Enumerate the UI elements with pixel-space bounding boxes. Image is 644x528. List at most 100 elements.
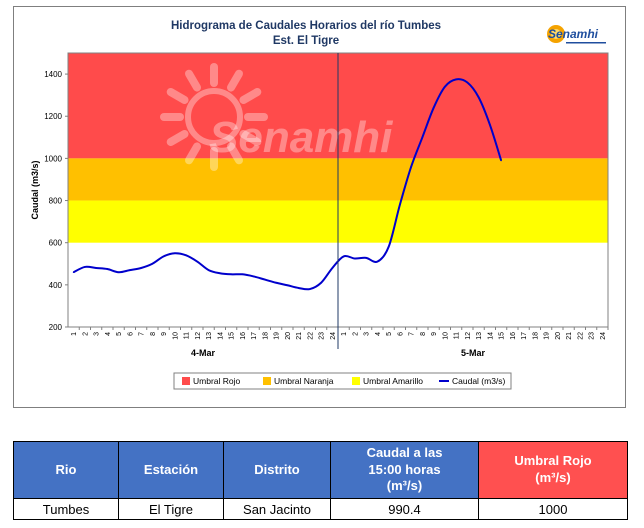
data-point xyxy=(252,275,255,278)
header-rio: Rio xyxy=(13,441,119,499)
x-tick-label: 16 xyxy=(240,332,247,340)
x-tick-label: 8 xyxy=(420,332,427,336)
x-tick-label: 22 xyxy=(577,332,584,340)
table-row: Tumbes El Tigre San Jacinto 990.4 1000 xyxy=(13,498,628,520)
legend: Umbral Rojo Umbral Naranja Umbral Amarillo… xyxy=(173,372,512,390)
x-tick-label: 2 xyxy=(82,332,89,336)
legend-swatch-0 xyxy=(182,377,190,385)
data-point xyxy=(264,278,266,281)
logo-text: Senamhi xyxy=(548,27,599,41)
x-tick-label: 19 xyxy=(544,332,551,340)
data-point xyxy=(275,281,277,284)
watermark-ray xyxy=(185,142,201,165)
x-tick-label: 14 xyxy=(487,332,494,340)
data-point xyxy=(174,252,176,255)
cell-umbral-rojo: 1000 xyxy=(478,498,628,520)
data-point xyxy=(185,254,187,257)
data-point xyxy=(421,136,424,139)
x-tick-label: 13 xyxy=(206,332,213,340)
x-tick-label: 1 xyxy=(341,332,348,336)
chart-subtitle: Est. El Tigre xyxy=(273,35,339,47)
cell-distrito: San Jacinto xyxy=(223,498,331,520)
cell-caudal: 990.4 xyxy=(330,498,479,520)
x-tick-label: 21 xyxy=(296,332,303,340)
x-tick-label: 7 xyxy=(139,332,146,336)
data-point xyxy=(309,288,311,290)
y-tick-label: 1400 xyxy=(44,70,62,79)
x-tick-label: 20 xyxy=(285,332,292,340)
data-point xyxy=(286,284,289,287)
watermark-text: Senamhi xyxy=(209,113,393,162)
data-point xyxy=(477,96,480,99)
x-tick-label: 5 xyxy=(386,332,393,336)
cell-rio: Tumbes xyxy=(13,498,119,520)
data-point xyxy=(72,271,75,274)
y-axis-label: Caudal (m3/s) xyxy=(30,160,40,219)
x-tick-label: 24 xyxy=(600,332,607,340)
x-tick-label: 12 xyxy=(465,332,472,340)
x-tick-label: 11 xyxy=(184,332,191,339)
y-tick-label: 800 xyxy=(49,197,63,206)
senamhi-logo: Senamhi xyxy=(547,25,606,44)
x-tick-label: 9 xyxy=(161,332,168,336)
x-tick-label: 18 xyxy=(532,332,539,340)
x-tick-label: 23 xyxy=(319,332,326,340)
header-estacion: Estación xyxy=(118,441,224,499)
x-tick-label: 2 xyxy=(352,332,359,336)
table-header-row: Rio Estación Distrito Caudal a las 15:00 … xyxy=(13,441,628,499)
data-point xyxy=(376,260,379,263)
legend-entry: Caudal (m3/s) xyxy=(452,376,506,386)
x-tick-label: 4 xyxy=(375,332,382,336)
x-tick-label: 12 xyxy=(195,332,202,340)
x-tick-label: 3 xyxy=(364,332,371,336)
cell-estacion: El Tigre xyxy=(118,498,224,520)
header-umbral-rojo: Umbral Rojo (m³/s) xyxy=(478,441,628,499)
data-point xyxy=(489,123,491,126)
watermark-ray xyxy=(185,69,201,92)
data-point xyxy=(399,203,401,206)
y-tick-label: 600 xyxy=(49,239,63,248)
data-point xyxy=(162,255,165,258)
legend-box xyxy=(173,372,512,390)
x-tick-label: 11 xyxy=(454,332,461,339)
x-tick-label: 17 xyxy=(251,332,258,340)
sun-core-icon xyxy=(551,29,561,39)
x-tick-label: 8 xyxy=(150,332,157,336)
x-tick-label: 4 xyxy=(105,332,112,336)
data-point xyxy=(140,267,142,269)
station-table: Rio Estación Distrito Caudal a las 15:00 … xyxy=(13,441,628,520)
x-tick-label: 14 xyxy=(217,332,224,340)
legend-entry: Umbral Naranja xyxy=(274,376,334,386)
x-tick-label: 17 xyxy=(521,332,528,340)
x-tick-label: 15 xyxy=(499,332,506,340)
watermark-ray xyxy=(227,142,243,165)
legend-entry: Umbral Rojo xyxy=(193,376,241,386)
chart-title: Hidrograma de Caudales Horarios del río … xyxy=(171,20,441,32)
x-tick-label: 22 xyxy=(307,332,314,340)
data-point xyxy=(331,267,334,269)
data-point xyxy=(151,262,154,265)
x-tick-label: 23 xyxy=(589,332,596,340)
data-point xyxy=(410,166,412,168)
day-label: 4-Mar xyxy=(191,348,216,358)
y-tick-label: 400 xyxy=(49,281,63,290)
logo-underline xyxy=(566,42,606,44)
x-tick-label: 6 xyxy=(127,332,134,336)
data-point xyxy=(219,272,221,275)
data-point xyxy=(365,257,367,259)
data-point xyxy=(432,107,435,109)
x-tick-label: 10 xyxy=(172,332,179,340)
x-tick-label: 13 xyxy=(476,332,483,340)
x-tick-label: 1 xyxy=(71,332,78,336)
data-point xyxy=(117,271,120,274)
x-tick-label: 18 xyxy=(262,332,269,340)
data-point xyxy=(354,257,356,260)
watermark-sun-icon xyxy=(185,88,243,146)
data-point xyxy=(129,269,131,271)
data-point xyxy=(230,273,232,276)
data-point xyxy=(342,255,345,258)
x-tick-label: 20 xyxy=(555,332,562,340)
x-tick-label: 3 xyxy=(94,332,101,336)
data-point xyxy=(297,287,300,289)
